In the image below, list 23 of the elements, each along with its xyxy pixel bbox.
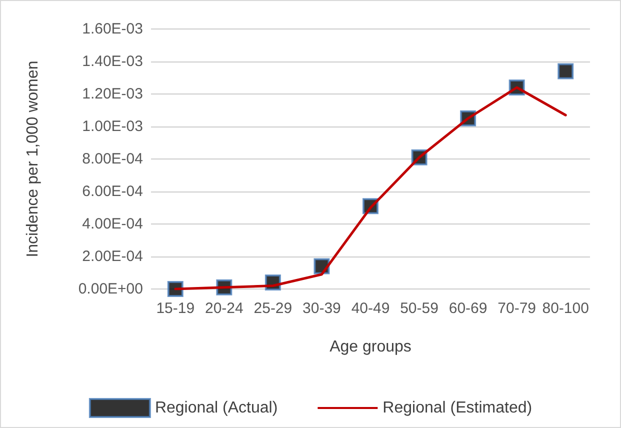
y-tick-label: 1.20E-03 <box>82 86 143 102</box>
point <box>558 63 574 80</box>
x-tick-label: 40-49 <box>351 300 390 317</box>
x-tick-label: 50-59 <box>400 300 438 317</box>
x-tick-label: 70-79 <box>498 300 536 317</box>
y-tick-label: 1.40E-03 <box>82 53 143 70</box>
x-tick-label: 80-100 <box>542 300 589 317</box>
y-tick-label: 1.00E-03 <box>82 118 143 135</box>
y-tick-label: 1.60E-03 <box>82 20 143 38</box>
x-tick-label: 30-39 <box>302 300 341 317</box>
x-tick-label: 60-69 <box>448 300 488 317</box>
x-tick-label: 25-29 <box>254 300 292 317</box>
y-tick-label: 2.00E-04 <box>82 248 143 265</box>
legend-label: Regional (Estimated) <box>382 400 532 416</box>
y-axis-title: Incidence per 1,000 women <box>24 60 42 258</box>
x-tick-label: 20-24 <box>204 300 244 317</box>
y-tick-label: 6.00E-04 <box>82 183 143 200</box>
y-tick-label: 8.00E-04 <box>82 150 143 168</box>
y-tick-label: 0.00E+00 <box>78 280 143 298</box>
x-tick-label: 15-19 <box>156 300 195 317</box>
legend-label: Regional (Actual) <box>154 400 278 416</box>
x-axis-title: Age groups <box>330 338 412 356</box>
y-tick-label: 4.00E-04 <box>82 216 143 232</box>
